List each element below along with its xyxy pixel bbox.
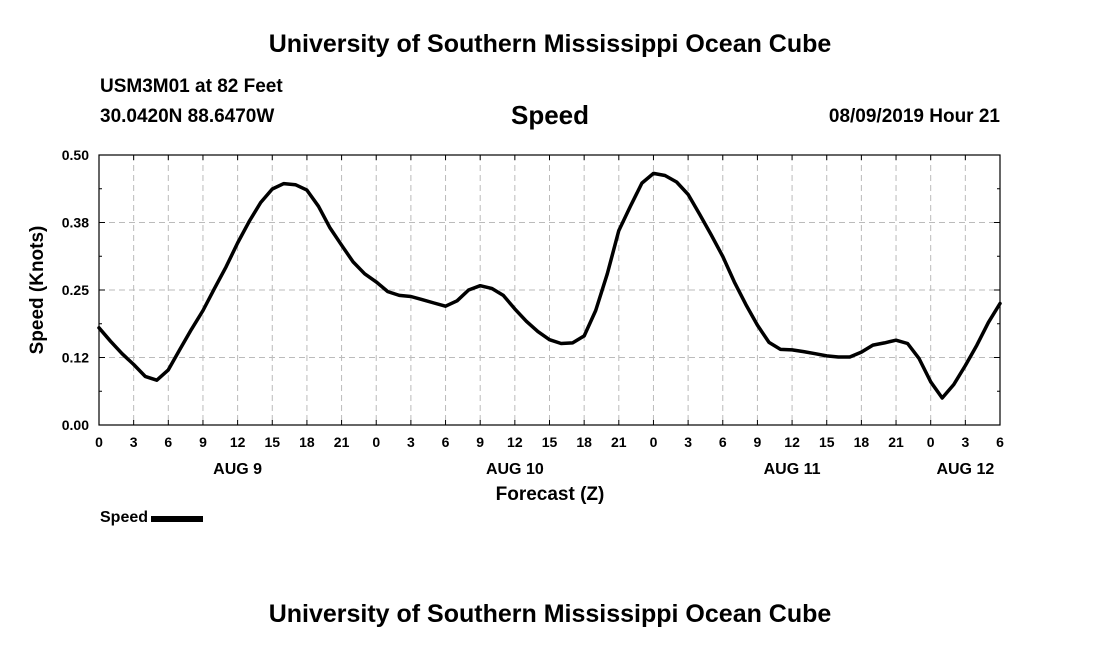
x-tick-label: 3 xyxy=(684,434,692,450)
x-tick-label: 3 xyxy=(130,434,138,450)
y-tick-label: 0.12 xyxy=(62,350,89,366)
x-tick-label: 15 xyxy=(819,434,835,450)
x-tick-label: 21 xyxy=(334,434,350,450)
x-tick-label: 0 xyxy=(927,434,935,450)
x-tick-label: 21 xyxy=(888,434,904,450)
coordinates-label: 30.0420N 88.6470W xyxy=(100,106,275,127)
datetime-label: 08/09/2019 Hour 21 xyxy=(828,106,1000,127)
x-tick-label: 6 xyxy=(996,434,1004,450)
x-tick-label: 0 xyxy=(650,434,658,450)
legend-label: Speed xyxy=(100,509,149,526)
x-tick-label: 18 xyxy=(854,434,870,450)
x-tick-label: 9 xyxy=(754,434,762,450)
date-label: AUG 11 xyxy=(764,461,821,478)
legend: Speed xyxy=(100,509,204,527)
x-tick-label: 12 xyxy=(507,434,523,450)
y-axis-label: Speed (Knots) xyxy=(27,226,48,355)
x-tick-label: 12 xyxy=(230,434,246,450)
grid xyxy=(99,155,1000,425)
speed-series-line xyxy=(97,171,1002,400)
y-tick-label: 0.00 xyxy=(62,417,89,433)
station-label: USM3M01 at 82 Feet xyxy=(100,76,283,97)
ticks xyxy=(98,154,1001,426)
date-label: AUG 9 xyxy=(213,461,262,478)
x-tick-label: 15 xyxy=(542,434,558,450)
footer-title: University of Southern Mississippi Ocean… xyxy=(268,600,832,628)
x-tick-label: 6 xyxy=(719,434,727,450)
chart-title: Speed xyxy=(510,100,590,130)
x-tick-label: 15 xyxy=(264,434,280,450)
x-tick-label: 6 xyxy=(442,434,450,450)
x-tick-label: 3 xyxy=(407,434,415,450)
page-title: University of Southern Mississippi Ocean… xyxy=(268,30,832,58)
legend-swatch xyxy=(151,516,204,522)
x-tick-label: 3 xyxy=(961,434,969,450)
x-tick-label: 0 xyxy=(95,434,103,450)
y-tick-label: 0.50 xyxy=(62,147,89,163)
x-tick-label: 21 xyxy=(611,434,627,450)
date-label: AUG 10 xyxy=(486,461,544,478)
y-tick-label: 0.38 xyxy=(62,215,89,231)
x-tick-label: 12 xyxy=(784,434,800,450)
x-tick-label: 0 xyxy=(372,434,380,450)
x-tick-label: 18 xyxy=(576,434,592,450)
date-label: AUG 12 xyxy=(936,461,994,478)
y-tick-label: 0.25 xyxy=(62,282,89,298)
x-tick-label: 9 xyxy=(199,434,207,450)
tick-labels: 0 3 6 9 12 15 18 21 0 3 6 9 12 15 18 21 0 3 6 9 12 15 18 21 0 3 6 0… xyxy=(62,147,1004,478)
x-tick-label: 9 xyxy=(476,434,484,450)
x-axis-label: Forecast (Z) xyxy=(496,484,605,505)
x-tick-label: 6 xyxy=(164,434,172,450)
x-tick-label: 18 xyxy=(299,434,315,450)
